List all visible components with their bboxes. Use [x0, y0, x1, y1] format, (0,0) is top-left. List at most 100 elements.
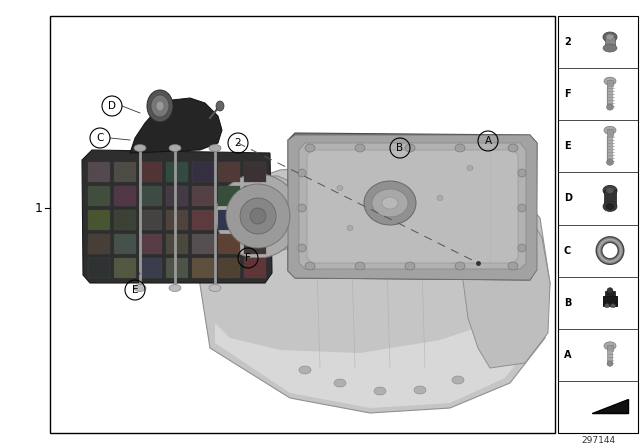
Ellipse shape [518, 169, 526, 177]
Polygon shape [299, 143, 526, 269]
Bar [604, 190, 616, 207]
Bar [244, 258, 266, 278]
Bar [244, 210, 266, 230]
Bar [192, 258, 214, 278]
Text: 297144: 297144 [581, 435, 615, 444]
Bar [218, 234, 240, 254]
Ellipse shape [604, 77, 616, 85]
Ellipse shape [240, 198, 276, 234]
Ellipse shape [355, 144, 365, 152]
Text: D: D [564, 194, 572, 203]
Ellipse shape [603, 185, 617, 195]
Bar [88, 162, 110, 182]
Ellipse shape [134, 284, 146, 292]
Text: 2: 2 [235, 138, 241, 148]
Polygon shape [130, 98, 222, 153]
Ellipse shape [604, 126, 616, 134]
Bar [244, 162, 266, 182]
Bar [114, 234, 136, 254]
Bar [603, 296, 617, 306]
Ellipse shape [467, 165, 473, 171]
Ellipse shape [405, 262, 415, 270]
Ellipse shape [298, 244, 306, 252]
Ellipse shape [603, 32, 617, 42]
Bar [166, 186, 188, 206]
Polygon shape [307, 150, 518, 263]
Text: F: F [245, 253, 251, 263]
Bar [192, 162, 214, 182]
Bar [607, 80, 613, 86]
Bar [166, 234, 188, 254]
Ellipse shape [607, 288, 613, 294]
Ellipse shape [382, 197, 398, 209]
Text: 1: 1 [35, 202, 43, 215]
Polygon shape [82, 150, 272, 283]
Ellipse shape [508, 262, 518, 270]
Ellipse shape [374, 387, 386, 395]
Ellipse shape [606, 187, 614, 194]
Bar [140, 210, 162, 230]
Polygon shape [215, 303, 540, 408]
Ellipse shape [607, 362, 613, 366]
Text: A: A [564, 350, 572, 360]
Polygon shape [592, 399, 628, 413]
Ellipse shape [455, 262, 465, 270]
Polygon shape [195, 176, 310, 260]
Ellipse shape [250, 208, 266, 224]
Bar [218, 186, 240, 206]
Text: E: E [132, 285, 138, 295]
Ellipse shape [437, 195, 443, 201]
Bar [114, 162, 136, 182]
Ellipse shape [364, 181, 416, 225]
Bar [605, 37, 615, 48]
Bar [607, 345, 613, 351]
Ellipse shape [347, 225, 353, 231]
Bar [50, 16, 555, 433]
Bar [218, 210, 240, 230]
Bar [114, 186, 136, 206]
Bar [605, 291, 615, 296]
Bar [192, 210, 214, 230]
Ellipse shape [606, 34, 614, 40]
Bar [244, 234, 266, 254]
Ellipse shape [216, 101, 224, 111]
Bar [244, 186, 266, 206]
Text: B: B [564, 297, 572, 308]
Text: A: A [484, 136, 492, 146]
Ellipse shape [305, 262, 315, 270]
Bar [192, 234, 214, 254]
Polygon shape [288, 135, 537, 280]
Ellipse shape [508, 144, 518, 152]
Bar [114, 210, 136, 230]
Bar [140, 258, 162, 278]
Bar [88, 210, 110, 230]
Ellipse shape [305, 144, 315, 152]
Text: C: C [564, 246, 572, 255]
Ellipse shape [611, 304, 616, 308]
Ellipse shape [606, 203, 614, 209]
Bar [166, 162, 188, 182]
Bar [114, 258, 136, 278]
Ellipse shape [455, 144, 465, 152]
Bar [88, 234, 110, 254]
Polygon shape [195, 163, 550, 413]
Ellipse shape [604, 342, 616, 350]
Bar [140, 234, 162, 254]
Ellipse shape [151, 95, 169, 117]
Ellipse shape [337, 185, 343, 190]
Ellipse shape [452, 376, 464, 384]
Bar [218, 258, 240, 278]
Ellipse shape [169, 284, 181, 292]
Bar [218, 162, 240, 182]
Ellipse shape [607, 159, 614, 165]
Ellipse shape [147, 90, 173, 122]
Text: B: B [396, 143, 404, 153]
Text: 2: 2 [564, 37, 571, 47]
Ellipse shape [605, 304, 609, 308]
Ellipse shape [156, 101, 164, 111]
Bar [140, 162, 162, 182]
Ellipse shape [298, 169, 306, 177]
Text: D: D [108, 101, 116, 111]
Text: F: F [564, 89, 571, 99]
Ellipse shape [518, 204, 526, 212]
